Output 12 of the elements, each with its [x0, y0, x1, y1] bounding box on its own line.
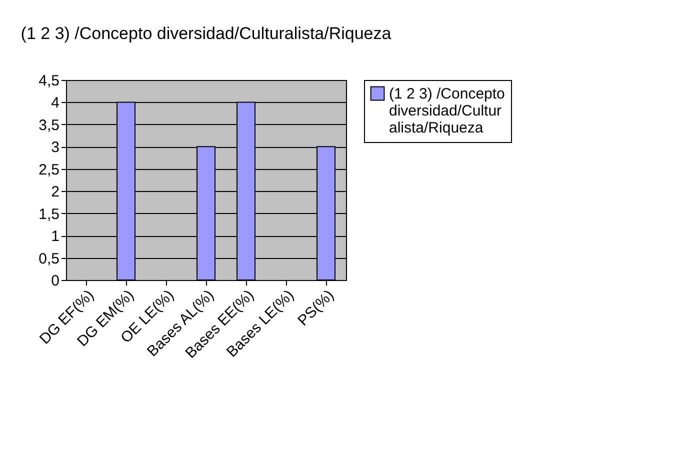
y-tick-label: 3,5: [38, 116, 60, 134]
y-tick-label: 4,5: [38, 72, 60, 90]
y-tick-label: 1,5: [38, 206, 60, 223]
y-tick-label: 2: [51, 184, 60, 201]
y-tick-label: 0,5: [38, 250, 60, 268]
chart-title: (1 2 3) /Concepto diversidad/Culturalista/Riqueza: [20, 24, 392, 43]
y-tick-label: 4: [51, 94, 60, 112]
y-tick-label: 0: [51, 272, 60, 290]
y-tick-label: 3: [51, 139, 60, 156]
legend-label: (1 2 3) /Concepto diversidad/Culturalista/Riqueza: [389, 86, 505, 136]
y-tick-label: 2,5: [38, 161, 60, 178]
y-tick-label: 1: [51, 228, 60, 246]
